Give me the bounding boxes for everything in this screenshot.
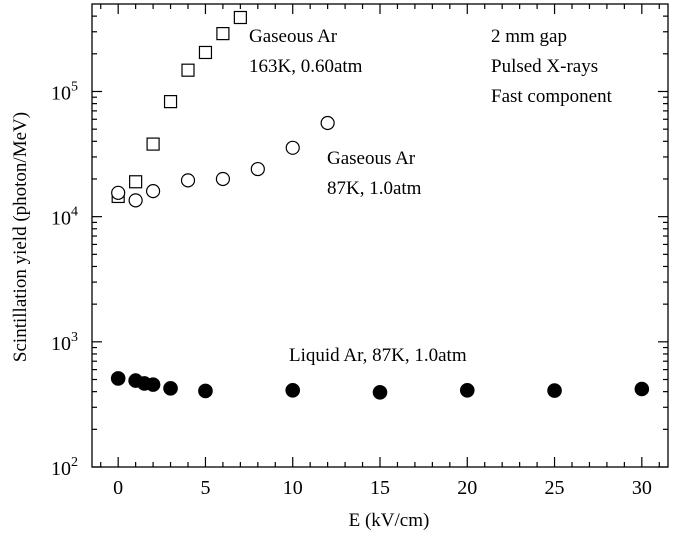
x-tick-label: 15: [370, 477, 390, 499]
x-tick-label: 10: [283, 477, 303, 499]
data-point-filled-circle: [459, 382, 475, 398]
x-tick-label: 20: [457, 477, 477, 499]
annotation-gaseous-87k-line1: Gaseous Ar: [327, 148, 416, 169]
data-point-open-square: [163, 95, 178, 109]
data-point-filled-circle: [145, 377, 161, 392]
data-point-open-circle: [128, 193, 143, 208]
annotation-gaseous-163k-line1: Gaseous Ar: [249, 26, 338, 47]
data-point-filled-circle: [547, 383, 562, 398]
x-tick-label: 25: [545, 477, 565, 499]
x-tick-label: 30: [632, 477, 652, 499]
x-axis-title: E (kV/cm): [349, 510, 430, 531]
data-point-open-square: [146, 137, 160, 151]
data-point-filled-circle: [285, 382, 301, 398]
data-point-open-square: [198, 45, 213, 60]
y-axis-title: Scintillation yield (photon/MeV): [10, 112, 31, 362]
data-point-open-circle: [111, 185, 126, 200]
y-tick-label: 104: [51, 205, 78, 230]
annotation-conditions-line3: Fast component: [491, 86, 613, 107]
annotation-gaseous-87k-line2: 87K, 1.0atm: [327, 178, 422, 199]
data-point-filled-circle: [372, 385, 388, 400]
data-point-filled-circle: [198, 383, 213, 399]
data-point-open-circle: [285, 140, 300, 155]
x-tick-label: 0: [113, 477, 123, 499]
data-point-open-circle: [320, 115, 335, 131]
data-point-open-circle: [250, 161, 265, 177]
y-tick-label: 102: [51, 455, 78, 480]
annotation-gaseous-163k-line2: 163K, 0.60atm: [249, 56, 363, 77]
data-point-filled-circle: [634, 381, 650, 397]
data-point-filled-circle: [110, 371, 126, 386]
data-point-filled-circle: [163, 381, 178, 396]
data-point-open-square: [129, 175, 143, 189]
annotation-liquid-ar: Liquid Ar, 87K, 1.0atm: [289, 345, 467, 366]
x-tick-label: 5: [200, 477, 210, 499]
data-point-open-square: [233, 10, 247, 25]
data-point-open-circle: [180, 173, 196, 188]
data-point-open-square: [216, 27, 230, 41]
data-point-open-circle: [145, 184, 161, 199]
annotation-conditions-line2: Pulsed X-rays: [491, 56, 598, 77]
data-point-open-square: [181, 63, 195, 77]
data-point-open-circle: [215, 171, 231, 187]
annotation-conditions-line1: 2 mm gap: [491, 26, 567, 47]
y-tick-label: 103: [51, 330, 78, 355]
y-tick-label: 105: [51, 79, 78, 104]
